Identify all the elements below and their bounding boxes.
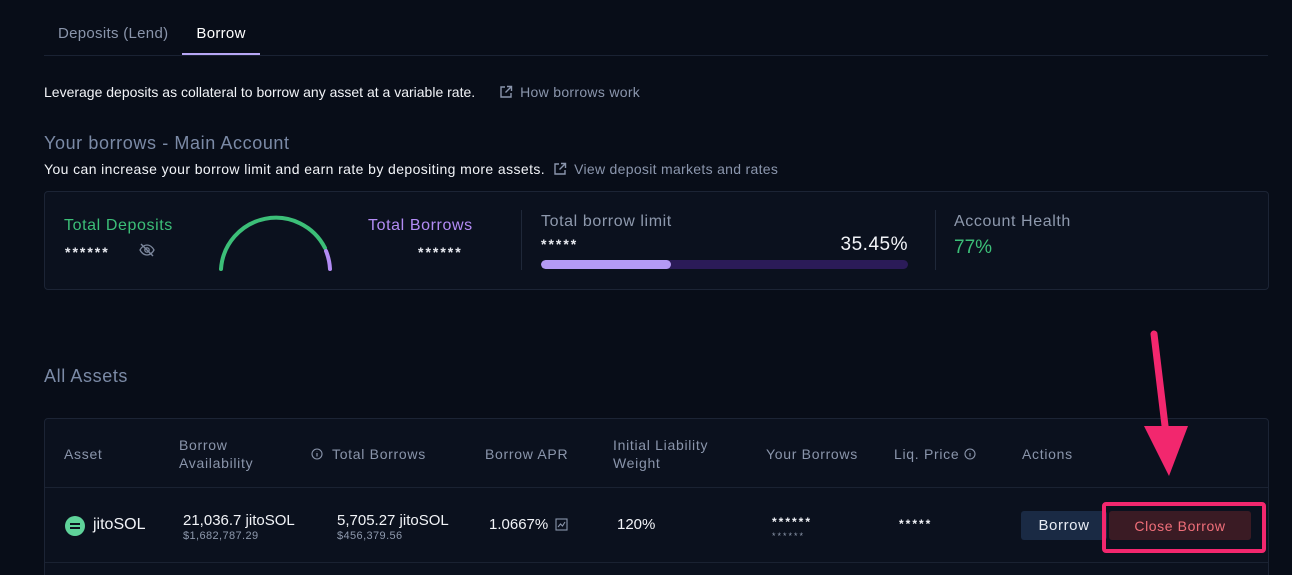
borrow-limit-bar bbox=[541, 260, 908, 269]
borrows-subtitle: You can increase your borrow limit and e… bbox=[44, 161, 546, 177]
account-health-label: Account Health bbox=[954, 213, 1071, 230]
col-liq-price: Liq. Price bbox=[894, 445, 976, 463]
external-link-icon bbox=[500, 85, 513, 98]
col-asset: Asset bbox=[64, 446, 103, 462]
borrow-limit-label: Total borrow limit bbox=[541, 213, 672, 230]
initial-liability-weight: 120% bbox=[617, 516, 656, 533]
col-your-borrows: Your Borrows bbox=[766, 446, 858, 462]
your-borrows-title: Your borrows - Main Account bbox=[44, 133, 290, 153]
intro-line: Leverage deposits as collateral to borro… bbox=[44, 84, 640, 100]
col-initial-liability-weight: Initial Liability Weight bbox=[613, 437, 709, 471]
close-borrow-highlight-box bbox=[1102, 502, 1266, 553]
divider bbox=[935, 210, 936, 270]
borrow-limit-value: ***** bbox=[541, 236, 579, 252]
borrows-subtitle-line: You can increase your borrow limit and e… bbox=[44, 161, 778, 177]
intro-text: Leverage deposits as collateral to borro… bbox=[44, 84, 476, 100]
borrow-gauge bbox=[219, 215, 332, 271]
borrow-availability-usd: $1,682,787.29 bbox=[183, 530, 259, 542]
total-deposits-label: Total Deposits bbox=[64, 217, 173, 234]
info-icon[interactable] bbox=[311, 448, 323, 460]
table-row: jitoSOL 21,036.7 jitoSOL $1,682,787.29 5… bbox=[45, 487, 1268, 563]
divider bbox=[521, 210, 522, 270]
total-borrows-label: Total Borrows bbox=[368, 217, 473, 234]
pointer-arrow-icon bbox=[1144, 330, 1188, 476]
eye-off-icon[interactable] bbox=[139, 243, 155, 257]
liq-price: ***** bbox=[899, 517, 933, 531]
account-health-value: 77% bbox=[954, 237, 993, 258]
total-deposits-value: ****** bbox=[65, 244, 110, 260]
info-icon[interactable] bbox=[964, 448, 976, 460]
borrow-summary-card: Total Deposits ****** Total Borrows ****… bbox=[44, 191, 1269, 290]
borrow-limit-percent: 35.45% bbox=[840, 234, 908, 255]
col-total-borrows: Total Borrows bbox=[311, 445, 426, 463]
how-borrows-work-label: How borrows work bbox=[520, 84, 641, 100]
total-borrows: 5,705.27 jitoSOL bbox=[337, 512, 449, 529]
col-liq-price-label: Liq. Price bbox=[894, 446, 960, 462]
asset-name: jitoSOL bbox=[93, 516, 146, 533]
col-borrow-apr: Borrow APR bbox=[485, 446, 569, 462]
tab-deposits-lend[interactable]: Deposits (Lend) bbox=[58, 25, 169, 42]
chart-icon[interactable] bbox=[555, 518, 568, 531]
how-borrows-work-link[interactable]: How borrows work bbox=[499, 84, 640, 100]
total-borrows-value: ****** bbox=[418, 244, 463, 260]
jitosol-token-icon bbox=[65, 516, 85, 536]
col-borrow-availability: Borrow Availability bbox=[179, 437, 254, 471]
borrow-limit-bar-fill bbox=[541, 260, 672, 269]
view-deposit-markets-link[interactable]: View deposit markets and rates bbox=[553, 161, 778, 177]
borrow-availability: 21,036.7 jitoSOL bbox=[183, 512, 295, 529]
borrow-apr: 1.0667% bbox=[489, 516, 568, 533]
external-link-icon bbox=[554, 162, 567, 175]
tab-bar: Deposits (Lend) Borrow bbox=[44, 16, 1268, 56]
borrow-apr-value: 1.0667% bbox=[489, 516, 549, 533]
col-actions: Actions bbox=[1022, 446, 1073, 462]
borrow-button[interactable]: Borrow bbox=[1021, 511, 1107, 540]
assets-table: Asset Borrow Availability Total Borrows … bbox=[44, 418, 1269, 575]
close-borrow-button[interactable]: Close Borrow bbox=[1109, 511, 1251, 540]
tab-borrow[interactable]: Borrow bbox=[182, 16, 260, 55]
your-borrows-sub: ****** bbox=[772, 531, 806, 541]
col-total-borrows-label: Total Borrows bbox=[332, 446, 426, 462]
all-assets-title: All Assets bbox=[44, 366, 129, 386]
view-deposit-markets-label: View deposit markets and rates bbox=[574, 161, 779, 177]
your-borrows: ****** bbox=[772, 515, 813, 529]
total-borrows-usd: $456,379.56 bbox=[337, 530, 403, 542]
